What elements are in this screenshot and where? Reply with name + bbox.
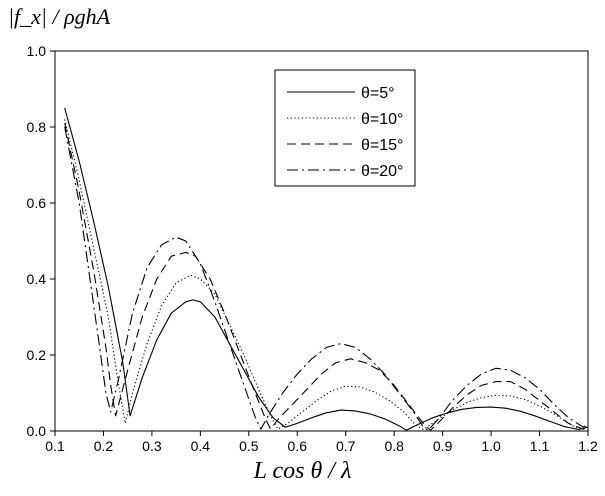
series-line-1 — [64, 107, 589, 431]
legend-label: θ=5° — [361, 85, 395, 102]
series-line-4 — [64, 126, 589, 431]
x-tick-label: 1.0 — [481, 438, 501, 454]
x-tick-label: 1.1 — [530, 438, 550, 454]
y-tick-label: 0.0 — [27, 423, 47, 439]
x-axis-label: L cos θ / λ — [253, 458, 352, 484]
x-tick-label: 0.5 — [239, 438, 259, 454]
plot-frame — [54, 50, 589, 432]
x-tick-label: 0.3 — [142, 438, 162, 454]
y-tick-label: 0.2 — [27, 347, 47, 363]
y-tick-label: 0.4 — [27, 271, 47, 287]
x-tick-label: 0.8 — [384, 438, 404, 454]
x-tick-label: 0.4 — [191, 438, 211, 454]
legend-box — [274, 69, 416, 187]
y-tick-label: 0.6 — [27, 195, 47, 211]
x-tick-label: 0.1 — [45, 438, 65, 454]
x-tick-label: 0.7 — [336, 438, 356, 454]
x-tick-label: 0.6 — [288, 438, 308, 454]
x-tick-label: 1.2 — [578, 438, 598, 454]
y-axis-label: |f_x| / ρghA — [8, 4, 111, 29]
series-line-3 — [64, 123, 589, 431]
x-tick-label: 0.2 — [94, 438, 114, 454]
x-tick-label: 0.9 — [433, 438, 453, 454]
legend-label: θ=15° — [361, 137, 403, 154]
y-tick-label: 0.8 — [27, 119, 47, 135]
legend-label: θ=20° — [361, 163, 403, 180]
y-tick-label: 1.0 — [27, 43, 47, 59]
legend-label: θ=10° — [361, 111, 403, 128]
